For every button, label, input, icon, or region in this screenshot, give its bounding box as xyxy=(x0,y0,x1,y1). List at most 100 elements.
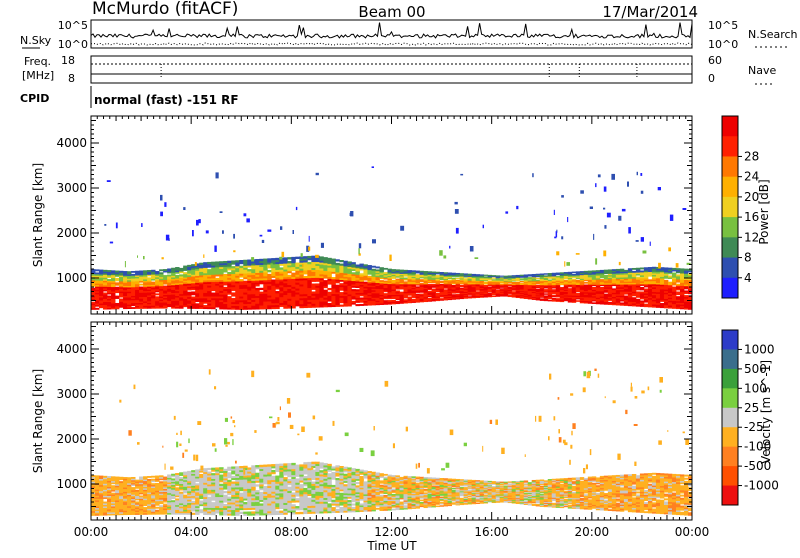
heatmap-cell xyxy=(123,477,127,479)
heatmap-cell xyxy=(107,476,111,478)
heatmap-cell xyxy=(440,281,444,282)
heatmap-cell xyxy=(95,269,99,271)
echo-cell xyxy=(439,250,443,256)
noise-panel-frame xyxy=(91,20,692,48)
echo-cell xyxy=(590,207,593,210)
echo-cell xyxy=(475,257,479,259)
heatmap-cell xyxy=(548,273,552,274)
echo-cell xyxy=(561,195,564,198)
heatmap-cell xyxy=(315,283,319,285)
heatmap-cell xyxy=(247,269,251,271)
heatmap-cell xyxy=(307,256,311,258)
heatmap-cell xyxy=(291,273,295,275)
heatmap-cell xyxy=(159,481,163,483)
heatmap-cell xyxy=(259,288,263,290)
heatmap-cell xyxy=(123,271,127,273)
heatmap-cell xyxy=(243,502,247,504)
heatmap-cell xyxy=(111,270,115,272)
heatmap-cell xyxy=(416,286,420,288)
heatmap-cell xyxy=(195,483,199,485)
heatmap-cell xyxy=(159,269,163,271)
heatmap-cell xyxy=(331,259,335,261)
heatmap-cell xyxy=(151,270,155,272)
heatmap-cell xyxy=(492,275,496,276)
heatmap-cell xyxy=(103,502,107,504)
heatmap-cell xyxy=(255,465,259,467)
echo-cell xyxy=(372,166,374,168)
heatmap-cell xyxy=(436,272,440,274)
heatmap-cell xyxy=(496,290,500,291)
heatmap-cell xyxy=(95,475,99,477)
heatmap-cell xyxy=(556,276,560,278)
heatmap-cell xyxy=(127,271,131,273)
heatmap-cell xyxy=(528,274,532,275)
heatmap-cell xyxy=(420,283,424,285)
heatmap-cell xyxy=(223,469,227,471)
velocity-heatmap xyxy=(91,369,692,516)
heatmap-cell xyxy=(303,256,307,258)
heatmap-cell xyxy=(163,286,167,288)
echo-cell xyxy=(670,215,673,221)
heatmap-cell xyxy=(147,277,151,279)
heatmap-cell xyxy=(255,288,259,290)
heatmap-cell xyxy=(227,480,231,482)
heatmap-cell xyxy=(500,288,504,289)
echo-cell xyxy=(296,207,297,210)
heatmap-cell xyxy=(460,285,464,286)
heatmap-cell xyxy=(528,277,532,278)
heatmap-cell xyxy=(536,289,540,290)
heatmap-cell xyxy=(175,275,179,277)
heatmap-cell xyxy=(159,505,163,507)
freq-panel-frame xyxy=(91,56,692,83)
heatmap-cell xyxy=(624,296,628,298)
heatmap-cell xyxy=(259,465,263,467)
heatmap-cell xyxy=(420,294,424,296)
echo-cell xyxy=(192,230,194,236)
heatmap-cell xyxy=(456,278,460,279)
heatmap-cell xyxy=(203,262,207,264)
heatmap-cell xyxy=(235,260,239,262)
heatmap-cell xyxy=(636,291,640,293)
heatmap-cell xyxy=(327,258,331,260)
heatmap-cell xyxy=(147,476,151,478)
heatmap-cell xyxy=(323,280,327,282)
heatmap-cell xyxy=(408,270,412,272)
echo-cell xyxy=(449,246,450,249)
heatmap-cell xyxy=(684,295,688,297)
heatmap-cell xyxy=(640,287,644,289)
heatmap-cell xyxy=(452,285,456,286)
heatmap-cell xyxy=(460,288,464,289)
heatmap-cell xyxy=(640,301,644,303)
heatmap-cell xyxy=(95,272,99,274)
heatmap-cell xyxy=(191,297,195,299)
heatmap-cell xyxy=(339,305,343,307)
heatmap-cell xyxy=(91,302,95,304)
heatmap-cell xyxy=(484,285,488,286)
heatmap-cell xyxy=(416,294,420,296)
echo-cell xyxy=(280,226,282,230)
heatmap-cell xyxy=(135,480,139,482)
heatmap-cell xyxy=(207,262,211,264)
heatmap-cell xyxy=(580,271,584,273)
heatmap-cell xyxy=(604,275,608,277)
heatmap-cell xyxy=(99,476,103,478)
heatmap-cell xyxy=(484,275,488,276)
heatmap-cell xyxy=(612,269,616,271)
heatmap-cell xyxy=(488,287,492,288)
heatmap-cell xyxy=(227,497,231,499)
heatmap-cell xyxy=(400,270,404,272)
heatmap-cell xyxy=(339,260,343,262)
heatmap-cell xyxy=(179,274,183,276)
echo-cell xyxy=(627,182,629,187)
heatmap-cell xyxy=(492,296,496,297)
heatmap-cell xyxy=(243,260,247,262)
heatmap-cell xyxy=(379,267,383,269)
heatmap-cell xyxy=(375,266,379,268)
heatmap-cell xyxy=(259,292,263,294)
echo-cell xyxy=(554,210,555,215)
heatmap-cell xyxy=(367,276,371,278)
heatmap-cell xyxy=(175,473,179,475)
heatmap-cell xyxy=(416,274,420,276)
